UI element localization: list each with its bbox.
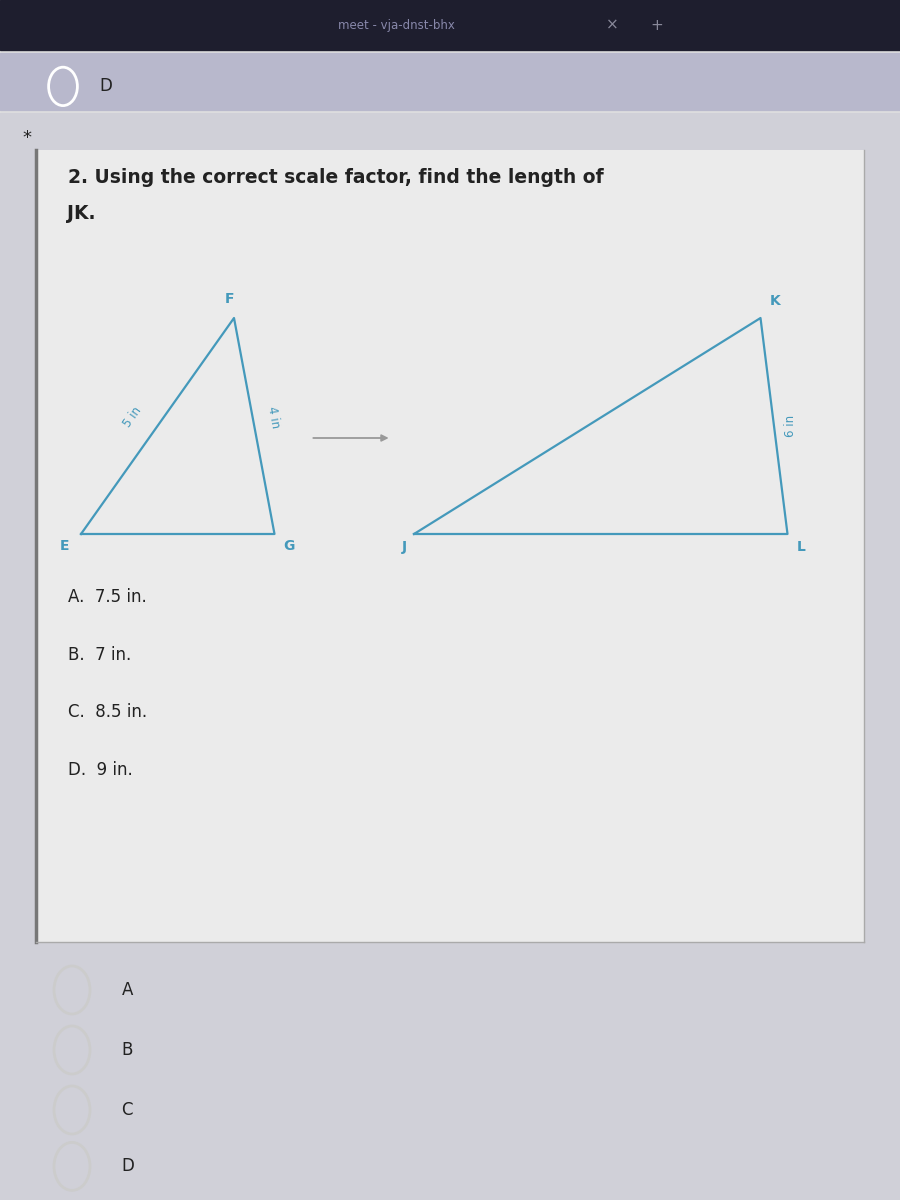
Bar <box>0 53 900 110</box>
Text: ×: × <box>606 18 618 32</box>
Text: 2. Using the correct scale factor, find the length of: 2. Using the correct scale factor, find … <box>68 168 603 187</box>
Text: 4 in: 4 in <box>265 406 282 430</box>
Text: D: D <box>99 77 112 95</box>
Text: meet - vja-dnst-bhx: meet - vja-dnst-bhx <box>338 19 454 31</box>
Bar <box>0 0 900 50</box>
Text: E: E <box>59 539 69 553</box>
Bar <box>36 150 864 942</box>
Text: B: B <box>122 1040 133 1058</box>
Text: G: G <box>284 539 295 553</box>
Text: F: F <box>225 292 234 306</box>
Text: J: J <box>401 540 407 554</box>
Text: 6 in: 6 in <box>784 415 796 437</box>
Text: B.  7 in.: B. 7 in. <box>68 646 130 664</box>
Text: L: L <box>796 540 806 554</box>
Text: C.  8.5 in.: C. 8.5 in. <box>68 703 147 721</box>
Text: *: * <box>22 128 32 146</box>
Text: A.  7.5 in.: A. 7.5 in. <box>68 588 146 606</box>
Text: D: D <box>122 1157 134 1176</box>
Text: 5 in: 5 in <box>121 404 144 430</box>
Text: JK.: JK. <box>68 204 96 223</box>
Text: A: A <box>122 982 133 998</box>
Text: +: + <box>651 18 663 32</box>
Text: K: K <box>770 294 780 308</box>
Text: C: C <box>122 1102 133 1118</box>
Text: D.  9 in.: D. 9 in. <box>68 761 132 779</box>
